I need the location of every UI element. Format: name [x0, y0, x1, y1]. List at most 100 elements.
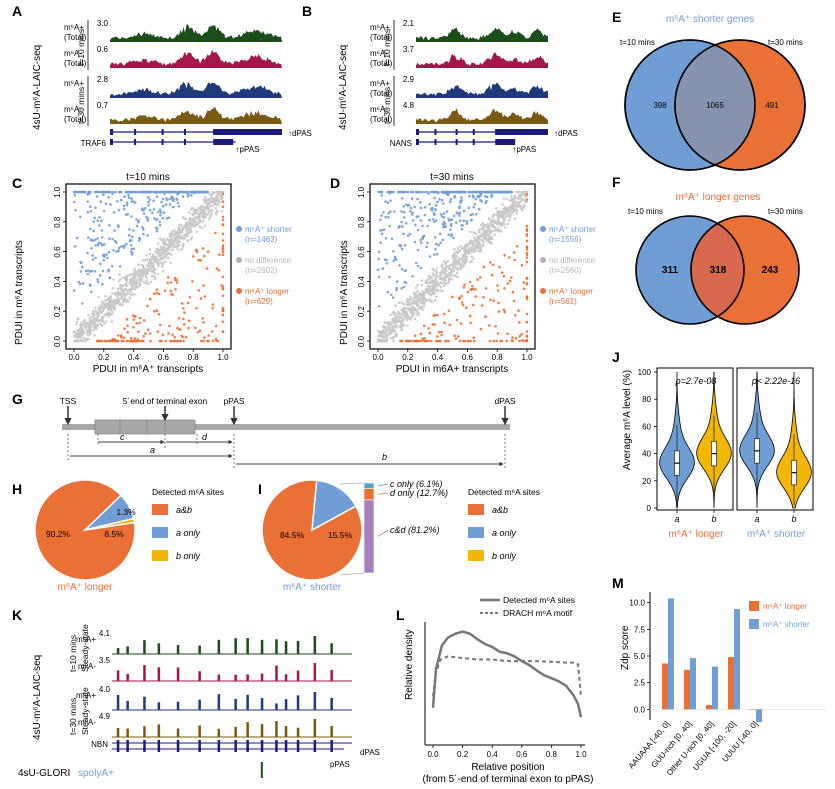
scatter-point — [470, 287, 473, 291]
venn-f-ab: 318 — [710, 265, 727, 276]
gene-exon-2 — [434, 139, 437, 145]
scatter-point — [153, 217, 156, 220]
scatter-point — [121, 276, 125, 279]
scatter-point — [80, 326, 83, 330]
y-tick-label: 0.6 — [53, 246, 62, 258]
scatter-point — [157, 242, 160, 245]
scatter-point — [201, 220, 205, 223]
scatter-point — [117, 225, 120, 229]
scatter-point — [164, 203, 168, 206]
h-legend-swatch — [152, 527, 168, 538]
h-legend-swatch — [152, 504, 168, 515]
scatter-point — [123, 244, 126, 248]
k-gene-exon — [246, 740, 249, 746]
scatter-point — [74, 190, 77, 194]
scatter-point — [116, 200, 119, 203]
k-track-peak — [116, 727, 120, 737]
k-track-peak — [176, 701, 180, 710]
scatter-point — [208, 193, 211, 196]
l-xtick-label: 0.8 — [546, 750, 558, 759]
scatter-point — [409, 209, 412, 213]
scatter-point — [495, 339, 499, 343]
scatter-point — [97, 295, 100, 299]
scatter-point — [419, 190, 423, 194]
pie-h-label: 90.2% — [46, 529, 71, 539]
coverage-track — [110, 24, 282, 42]
legend-dot — [236, 226, 242, 232]
scatter-point — [92, 328, 96, 332]
j-p1: p=2.7e-08 — [675, 376, 717, 386]
violin-frame-2 — [736, 367, 814, 511]
scatter-point — [105, 253, 108, 256]
scatter-point — [461, 253, 465, 257]
panel-b-t30: t=30 mins — [382, 87, 392, 124]
scatter-point — [185, 230, 189, 233]
scatter-point — [447, 219, 451, 222]
scatter-point — [377, 304, 381, 308]
scatter-point — [447, 233, 451, 237]
scatter-point — [107, 303, 110, 306]
m-legend-swatch — [749, 619, 759, 629]
scatter-point — [519, 205, 522, 209]
venn-e-left-label: t=10 mins — [620, 38, 655, 47]
scatter-point — [423, 336, 426, 340]
scatter-point — [416, 197, 419, 201]
l-xlabel2: (from 5´-end of terminal exon to pPAS) — [423, 773, 594, 785]
scatter-c-title: t=10 mins — [126, 172, 170, 183]
scatter-point — [145, 279, 149, 282]
scatter-point — [381, 330, 384, 334]
scatter-point — [431, 292, 435, 296]
j-ytick-label: 20 — [642, 477, 651, 486]
scatter-point — [101, 316, 105, 319]
scatter-point — [435, 295, 438, 299]
scatter-point — [157, 250, 160, 253]
scatter-point — [431, 190, 435, 194]
scatter-point — [159, 339, 163, 343]
scatter-point — [89, 238, 93, 242]
scatter-point — [451, 190, 455, 194]
scatter-point — [437, 243, 440, 247]
k-gene-exon-2 — [275, 746, 278, 752]
track-label-2: (Total) — [370, 89, 393, 98]
panel-a-side-label: 4sU-m⁶A-LAIC-seq — [32, 45, 43, 130]
scatter-point — [125, 318, 129, 321]
scatter-point — [148, 208, 152, 212]
scatter-point — [190, 236, 194, 239]
scatter-point — [137, 263, 140, 267]
scatter-point — [392, 250, 395, 253]
scatter-point — [434, 277, 437, 280]
scatter-point — [202, 339, 205, 343]
scatter-point — [153, 272, 156, 275]
scatter-point — [197, 289, 201, 292]
scatter-point — [511, 336, 514, 339]
scatter-point — [400, 308, 403, 312]
scatter-point — [404, 221, 408, 225]
scatter-point — [401, 324, 405, 328]
scatter-point — [170, 243, 174, 246]
scatter-point — [199, 204, 203, 208]
x-tick-label: 0.8 — [188, 353, 200, 362]
k-gene-exon — [284, 740, 288, 746]
panel-label-i: I — [258, 481, 262, 497]
scatter-point — [164, 339, 167, 343]
k-track-peak — [260, 724, 264, 737]
m-bar — [668, 598, 674, 710]
scatter-point — [193, 224, 196, 228]
k-track-peak — [330, 725, 333, 737]
scatter-point — [383, 339, 387, 343]
scatter-point — [491, 218, 495, 221]
scatter-point — [441, 223, 445, 226]
scatter-point — [176, 201, 180, 205]
scatter-point — [176, 247, 179, 251]
scatter-point — [433, 196, 436, 200]
scatter-point — [132, 229, 135, 232]
scatter-point — [425, 245, 429, 249]
scatter-point — [449, 200, 452, 203]
scatter-point — [89, 227, 92, 231]
scatter-point — [127, 234, 131, 237]
ppas-label: ↑pPAS — [236, 145, 260, 154]
scatter-point — [523, 190, 527, 194]
scatter-point — [162, 211, 166, 215]
scatter-point — [100, 219, 103, 223]
scatter-point — [123, 327, 126, 331]
